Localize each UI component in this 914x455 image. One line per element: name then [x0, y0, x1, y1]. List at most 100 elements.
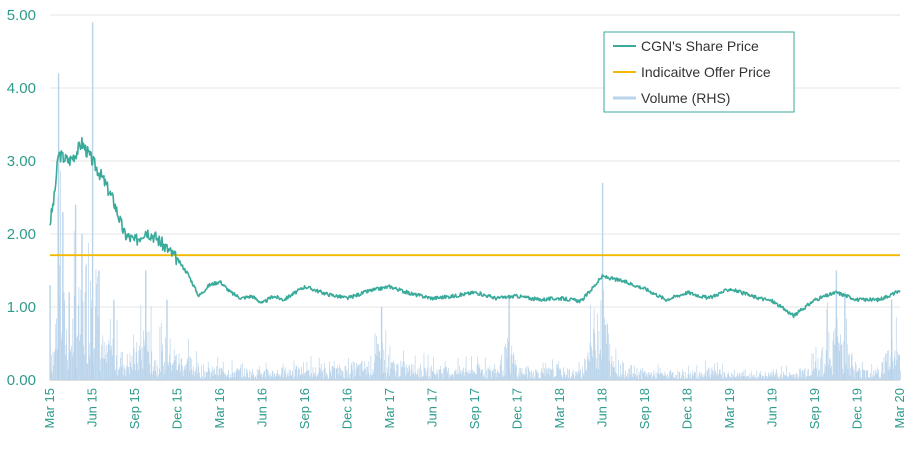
volume-bar: [149, 363, 151, 380]
volume-bar: [771, 371, 773, 380]
volume-bar: [644, 371, 646, 380]
volume-bar: [113, 299, 115, 380]
volume-bar: [288, 369, 290, 380]
volume-bar: [96, 283, 97, 380]
volume-bar: [795, 372, 797, 380]
volume-bar: [823, 372, 825, 380]
volume-bar: [232, 372, 234, 380]
volume-bar: [349, 378, 351, 380]
volume-bar: [459, 373, 461, 380]
volume-bar: [718, 369, 720, 380]
volume-bar: [256, 378, 257, 380]
volume-bar: [158, 368, 160, 380]
volume-bar: [873, 370, 875, 380]
volume-bar: [423, 353, 425, 380]
volume-bar: [625, 375, 627, 380]
volume-bar: [463, 376, 465, 380]
volume-bar: [292, 370, 293, 380]
volume-bar: [167, 362, 169, 380]
volume-bar: [482, 369, 483, 380]
volume-bar: [601, 359, 602, 380]
volume-bar: [834, 328, 836, 380]
volume-bar: [489, 366, 491, 380]
volume-bar: [299, 369, 300, 380]
volume-bar: [768, 374, 770, 380]
volume-bar: [636, 367, 638, 380]
volume-bar: [122, 375, 124, 380]
volume-bar: [539, 378, 541, 380]
volume-bar: [461, 374, 462, 380]
volume-bar: [595, 368, 597, 380]
volume-bar: [462, 371, 464, 380]
volume-bar: [280, 374, 282, 380]
volume-bar: [591, 346, 592, 380]
volume-bar: [527, 377, 528, 380]
volume-bar: [809, 376, 811, 380]
volume-bar: [500, 359, 502, 380]
volume-bar: [799, 368, 800, 380]
volume-bar: [597, 369, 599, 380]
volume-bar: [759, 372, 760, 380]
volume-bar: [205, 377, 206, 380]
volume-bar: [207, 371, 208, 380]
volume-bar: [201, 378, 203, 380]
volume-bar: [554, 376, 555, 380]
volume-bar: [778, 379, 780, 380]
volume-bar: [155, 359, 157, 380]
volume-bar: [611, 355, 613, 380]
volume-bar: [529, 370, 530, 380]
volume-bar: [778, 377, 779, 380]
volume-bar: [301, 366, 302, 380]
volume-bar: [456, 373, 458, 380]
volume-bar: [596, 357, 598, 380]
volume-bar: [252, 373, 254, 380]
volume-bar: [111, 355, 113, 380]
volume-bar: [171, 364, 173, 380]
volume-bar: [308, 370, 310, 380]
volume-bar: [577, 374, 579, 380]
volume-bar: [732, 373, 734, 380]
volume-bar: [82, 301, 84, 380]
volume-bar: [492, 371, 494, 380]
volume-bar: [64, 300, 65, 380]
x-tick-label: Dec 15: [170, 388, 185, 429]
volume-bar: [710, 378, 711, 380]
volume-bar: [782, 371, 784, 380]
y-tick-label: 0.00: [7, 372, 36, 389]
volume-bar: [629, 368, 630, 380]
volume-bar: [100, 358, 102, 380]
volume-bar: [847, 368, 849, 380]
volume-bar: [593, 308, 595, 380]
volume-bar: [624, 378, 626, 380]
volume-bar: [243, 375, 244, 380]
volume-bar: [867, 370, 869, 380]
volume-bar: [209, 377, 211, 380]
volume-bar: [363, 371, 364, 380]
volume-bar: [135, 352, 137, 380]
volume-bar: [838, 341, 839, 380]
volume-bar: [871, 364, 873, 380]
volume-bar: [740, 372, 742, 380]
volume-bar: [650, 372, 652, 380]
volume-bar: [162, 344, 163, 380]
volume-bar: [55, 324, 57, 380]
volume-bar: [175, 355, 176, 380]
volume-bar: [428, 378, 430, 380]
volume-bar: [430, 378, 432, 380]
volume-bar: [103, 341, 105, 380]
volume-bar: [790, 375, 792, 380]
volume-bar: [840, 345, 842, 380]
volume-bar: [421, 377, 423, 380]
volume-bar: [648, 375, 650, 380]
volume-bar: [786, 365, 788, 380]
volume-bar: [293, 360, 295, 380]
volume-bar: [294, 376, 296, 380]
volume-bar: [606, 322, 608, 380]
volume-bar: [365, 368, 366, 380]
volume-bar: [255, 376, 257, 380]
volume-bar: [397, 363, 399, 380]
legend-label: Volume (RHS): [641, 90, 730, 106]
volume-bar: [853, 377, 855, 380]
volume-bar: [783, 373, 785, 380]
volume-bar: [115, 369, 117, 380]
